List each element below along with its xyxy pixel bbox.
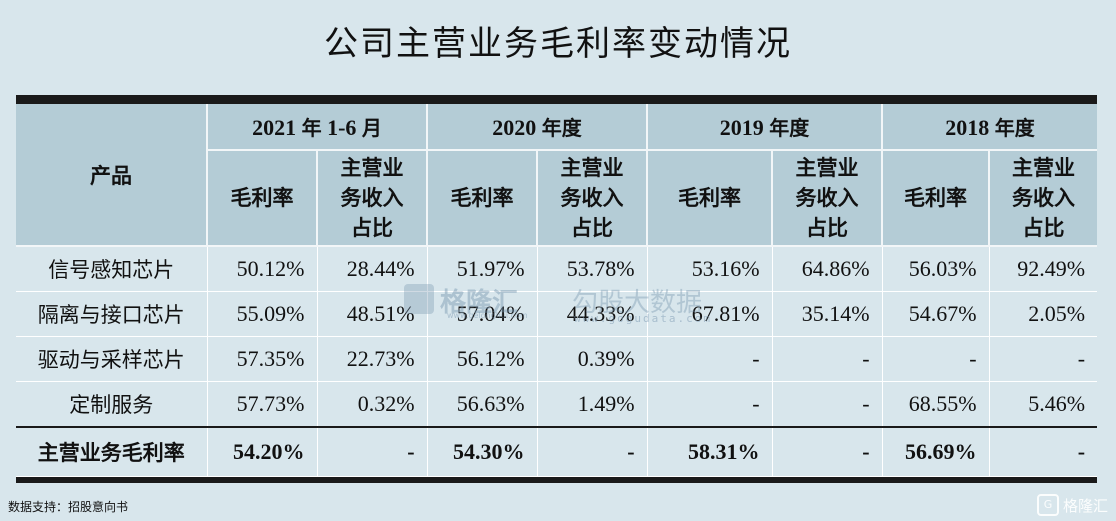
header-revenue-share: 主营业 务收入 占比	[537, 150, 649, 247]
gelonghui-watermark-icon	[404, 284, 434, 314]
table-cell: 64.86%	[772, 246, 883, 292]
table-row: 定制服务 57.73% 0.32% 56.63% 1.49% - - 68.55…	[16, 381, 1098, 428]
table-cell: 53.78%	[537, 246, 648, 292]
total-label: 主营业务毛利率	[16, 426, 208, 477]
table-cell: 53.16%	[647, 246, 773, 292]
table-cell: 22.73%	[317, 336, 428, 382]
table-cell: 50.12%	[207, 246, 318, 292]
header-revenue-share: 主营业 务收入 占比	[772, 150, 884, 247]
table-row: 信号感知芯片 50.12% 28.44% 51.97% 53.78% 53.16…	[16, 246, 1098, 292]
header-product: 产品	[16, 104, 208, 247]
table-cell: -	[882, 336, 990, 382]
table-cell: 58.31%	[647, 426, 773, 477]
header-gross-margin: 毛利率	[647, 150, 774, 247]
table-cell: 2.05%	[989, 291, 1098, 337]
table-cell: 44.33%	[537, 291, 648, 337]
gogudata-watermark: 勾股大数据	[572, 288, 703, 318]
table-cell: 28.44%	[317, 246, 428, 292]
header-period-2018: 2018 年度	[882, 104, 1098, 151]
product-name: 信号感知芯片	[16, 246, 208, 292]
source-note: 数据支持：招股意向书	[8, 500, 129, 514]
table-cell: 56.12%	[427, 336, 538, 382]
header-period-2020: 2020 年度	[427, 104, 649, 151]
table-cell: 51.97%	[427, 246, 538, 292]
table-cell: -	[772, 426, 883, 477]
header-period-2021h1: 2021 年 1-6 月	[207, 104, 429, 151]
table-cell: 55.09%	[207, 291, 318, 337]
table-cell: 57.04%	[427, 291, 538, 337]
table-cell: 54.67%	[882, 291, 990, 337]
table-row: 隔离与接口芯片 55.09% 48.51% 57.04% 44.33% 67.8…	[16, 291, 1098, 337]
table-cell: 0.32%	[317, 381, 428, 428]
product-name: 驱动与采样芯片	[16, 336, 208, 382]
brand-logo: G 格隆汇	[1036, 494, 1108, 516]
gelonghui-logo-icon: G	[1036, 494, 1059, 516]
header-revenue-share: 主营业 务收入 占比	[989, 150, 1098, 247]
table-cell: -	[537, 426, 648, 477]
table-row: 驱动与采样芯片 57.35% 22.73% 56.12% 0.39% - - -…	[16, 336, 1098, 382]
table-cell: 56.63%	[427, 381, 538, 428]
table-cell: -	[772, 381, 883, 428]
product-name: 定制服务	[16, 381, 208, 428]
table-cell: 54.30%	[427, 426, 538, 477]
gelonghui-watermark-url: www.gelonghui.com	[447, 311, 528, 320]
table-cell: -	[647, 381, 773, 428]
data-table: 产品 2021 年 1-6 月 2020 年度 2019 年度 2018 年度 …	[16, 104, 1098, 477]
table-cell: -	[647, 336, 773, 382]
margin-table: 产品 2021 年 1-6 月 2020 年度 2019 年度 2018 年度 …	[16, 95, 1098, 483]
header-period-2019: 2019 年度	[647, 104, 884, 151]
header-gross-margin: 毛利率	[882, 150, 991, 247]
brand-name: 格隆汇	[1062, 496, 1108, 515]
total-row: 主营业务毛利率 54.20% - 54.30% - 58.31% - 56.69…	[16, 426, 1098, 477]
table-cell: 54.20%	[207, 426, 318, 477]
table-cell: -	[989, 426, 1098, 477]
table-cell: 48.51%	[317, 291, 428, 337]
table-cell: 0.39%	[537, 336, 648, 382]
header-revenue-share: 主营业 务收入 占比	[317, 150, 429, 247]
page-title: 公司主营业务毛利率变动情况	[324, 24, 792, 64]
gogudata-watermark-url: www.gogudata.com	[574, 312, 712, 325]
header-gross-margin: 毛利率	[427, 150, 539, 247]
table-cell: -	[772, 336, 883, 382]
table-cell: -	[317, 426, 428, 477]
table-cell: 1.49%	[537, 381, 648, 428]
table-cell: 56.03%	[882, 246, 990, 292]
header-gross-margin: 毛利率	[207, 150, 318, 247]
table-cell: 57.35%	[207, 336, 318, 382]
table-cell: 5.46%	[989, 381, 1098, 428]
table-cell: 57.73%	[207, 381, 318, 428]
table-cell: 68.55%	[882, 381, 990, 428]
table-cell: 92.49%	[989, 246, 1098, 292]
table-cell: 67.81%	[647, 291, 773, 337]
gelonghui-watermark: 格隆汇	[440, 288, 519, 318]
product-name: 隔离与接口芯片	[16, 291, 208, 337]
table-cell: -	[989, 336, 1098, 382]
table-cell: 35.14%	[772, 291, 883, 337]
table-cell: 56.69%	[882, 426, 990, 477]
